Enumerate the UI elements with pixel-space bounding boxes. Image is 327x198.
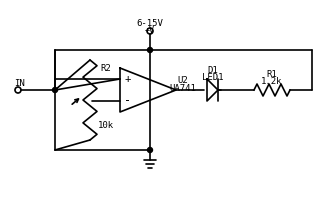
Text: R1: R1 <box>267 69 277 78</box>
Text: 10k: 10k <box>98 121 114 129</box>
Circle shape <box>53 88 58 92</box>
Text: -: - <box>125 94 131 108</box>
Text: 1.2k: 1.2k <box>261 76 283 86</box>
Text: UA741: UA741 <box>170 84 197 92</box>
Circle shape <box>147 148 152 152</box>
Text: R2: R2 <box>101 64 112 72</box>
Text: IN: IN <box>14 78 25 88</box>
Text: U2: U2 <box>178 75 188 85</box>
Text: +: + <box>125 74 131 84</box>
Text: LED1: LED1 <box>202 72 224 82</box>
Text: D1: D1 <box>208 66 218 74</box>
Text: +V: +V <box>145 26 155 34</box>
Circle shape <box>147 48 152 52</box>
Text: 6-15V: 6-15V <box>137 18 164 28</box>
